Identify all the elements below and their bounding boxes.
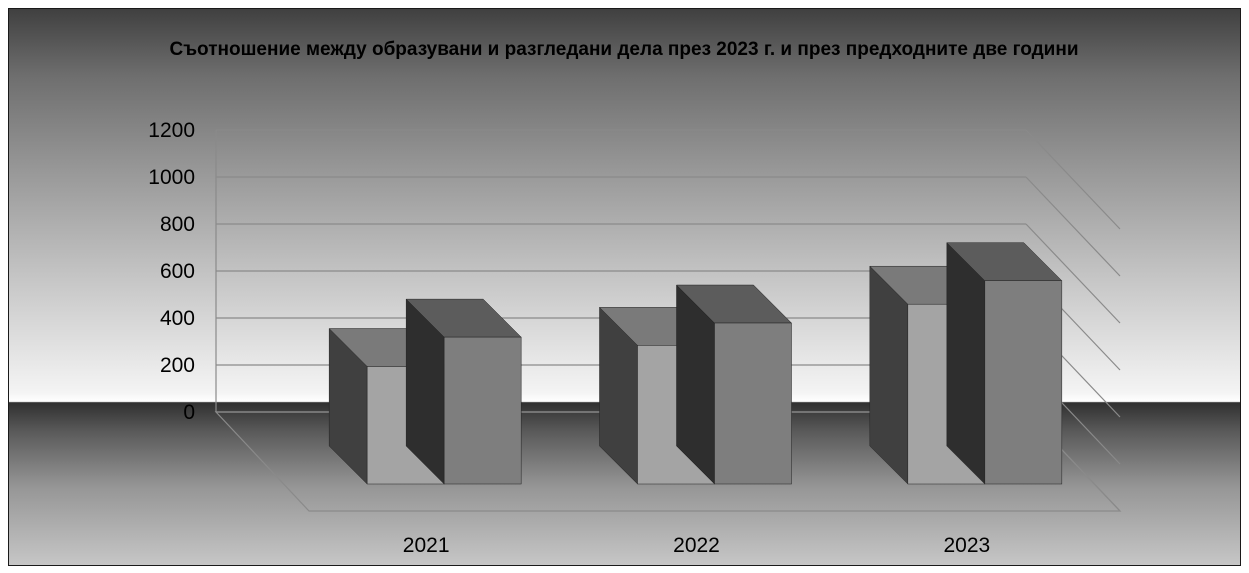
- y-tick-label: 1000: [148, 166, 195, 189]
- y-tick-label: 1200: [148, 119, 195, 142]
- bar-side: [946, 242, 986, 485]
- bar-front: [984, 280, 1063, 485]
- y-tick-label: 0: [183, 401, 195, 424]
- x-tick-label: 2021: [403, 534, 450, 557]
- x-tick-label: 2023: [943, 534, 990, 557]
- bar-2023-series-2: [946, 242, 1063, 485]
- gridline-side: [1025, 129, 1121, 230]
- gridline-side: [1025, 176, 1121, 277]
- bar-side: [869, 265, 909, 485]
- chart-plot: 0 200 400 600 800 1000 1200 2021 2022 2023: [148, 119, 1122, 557]
- y-axis-labels: 0 200 400 600 800 1000 1200: [148, 119, 195, 424]
- bar-front: [714, 322, 792, 485]
- y-tick-label: 200: [160, 354, 195, 377]
- chart-area: Съотношение между образувани и разгледан…: [8, 8, 1241, 566]
- bar-2022-series-2: [675, 284, 793, 485]
- gridline-side: [1025, 223, 1121, 324]
- x-tick-label: 2022: [673, 534, 720, 557]
- y-tick-label: 800: [160, 213, 195, 236]
- x-axis-labels: 2021 2022 2023: [403, 534, 990, 557]
- bar-front: [443, 336, 522, 485]
- y-tick-label: 600: [160, 260, 195, 283]
- y-tick-label: 400: [160, 307, 195, 330]
- bars: [328, 242, 1063, 485]
- bar-2021-series-2: [405, 298, 522, 485]
- chart-title: Съотношение между образувани и разгледан…: [169, 39, 1079, 60]
